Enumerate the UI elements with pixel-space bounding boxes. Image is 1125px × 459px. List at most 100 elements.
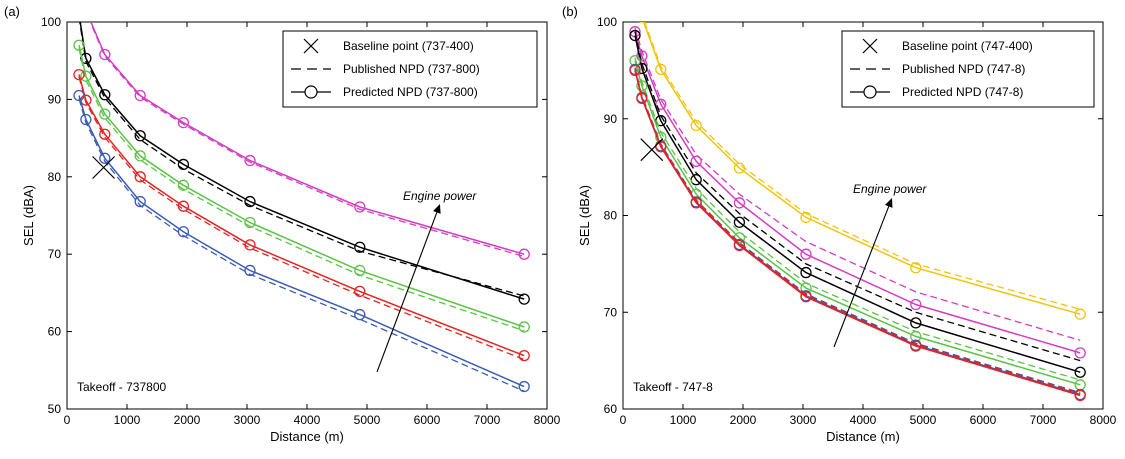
predicted-marker (636, 92, 648, 105)
predicted-marker (733, 162, 746, 174)
x-tick-label: 2000 (174, 413, 201, 427)
published-line-series-2 (79, 22, 525, 297)
predicted-marker (177, 179, 190, 191)
predicted-marker (177, 116, 190, 129)
x-axis-label: Distance (m) (270, 429, 344, 444)
predicted-marker (73, 89, 85, 102)
x-tick-label: 7000 (474, 413, 501, 427)
legend: Baseline point (737-400) Published NPD (7… (282, 30, 538, 108)
predicted-marker (244, 154, 256, 167)
predicted-marker (910, 262, 922, 274)
y-tick-label: 60 (604, 402, 618, 416)
predicted-marker (910, 298, 922, 311)
predicted-marker (800, 266, 812, 279)
predicted-marker (910, 317, 922, 329)
predicted-marker (354, 201, 366, 213)
x-tick-label: 7000 (1030, 413, 1057, 427)
predicted-marker (690, 155, 702, 167)
predicted-marker (177, 158, 190, 171)
predicted-marker (636, 80, 648, 92)
predicted-line-series-4 (634, 60, 1081, 386)
engine-power-annotation: Engine power (853, 182, 927, 196)
baseline-point-marker (92, 156, 116, 179)
predicted-line-series-5 (78, 95, 525, 388)
predicted-marker (629, 64, 641, 77)
panel-label: (a) (4, 4, 20, 19)
predicted-marker (354, 308, 366, 321)
published-line-series-4 (78, 76, 525, 361)
predicted-marker (99, 89, 111, 101)
y-axis-label: SEL (dBA) (577, 185, 592, 246)
predicted-line-series-1 (90, 22, 525, 255)
predicted-line-series-1 (642, 22, 1081, 315)
y-tick-label: 80 (48, 170, 62, 184)
chart-panel-2: (b) 0 1000 2000 3000 4000 5000 6000 7000 8000 60 70… (562, 4, 1117, 444)
predicted-marker (629, 29, 641, 42)
predicted-marker (733, 216, 746, 228)
engine-power-annotation: Engine power (403, 189, 477, 203)
legend-label: Baseline point (737-400) (343, 39, 474, 53)
x-tick-label: 0 (64, 413, 71, 427)
predicted-marker (690, 197, 702, 209)
x-axis-label: Distance (m) (826, 429, 900, 444)
predicted-marker (244, 239, 256, 251)
predicted-marker (99, 128, 111, 140)
legend-x-marker (303, 38, 319, 54)
x-tick-label: 1000 (670, 413, 697, 427)
data-layer (73, 22, 530, 393)
predicted-marker (354, 285, 366, 298)
predicted-marker (655, 141, 667, 153)
takeoff-label: Takeoff - 737800 (77, 380, 167, 394)
predicted-marker (244, 216, 256, 229)
predicted-marker (134, 171, 146, 183)
predicted-marker (800, 291, 812, 303)
x-tick-label: 8000 (534, 413, 561, 427)
legend-label: Published NPD (747-8) (902, 62, 1025, 76)
legend-label: Baseline point (747-400) (902, 39, 1033, 53)
x-tick-label: 6000 (414, 413, 441, 427)
predicted-line-series-4 (78, 74, 525, 357)
predicted-marker (1074, 366, 1086, 378)
x-tick-label: 3000 (790, 413, 817, 427)
y-tick-label: 80 (604, 209, 618, 223)
y-tick-label: 90 (604, 112, 618, 126)
published-line-series-1 (643, 22, 1081, 310)
x-tick-label: 1000 (114, 413, 141, 427)
legend-circle-marker (863, 85, 877, 99)
predicted-marker (134, 89, 146, 102)
predicted-marker (800, 248, 812, 260)
y-axis-label: SEL (dBA) (21, 185, 36, 246)
engine-power-arrowhead (885, 198, 893, 208)
y-tick-label: 70 (48, 247, 62, 261)
panel-label: (b) (562, 4, 578, 19)
predicted-marker (244, 264, 256, 277)
engine-power-arrow (376, 210, 439, 373)
legend: Baseline point (747-400) Published NPD (7… (841, 30, 1095, 108)
predicted-marker (134, 130, 146, 142)
legend-x-marker (862, 38, 878, 54)
predicted-marker (655, 98, 667, 110)
legend-label: Predicted NPD (737-800) (343, 85, 478, 99)
published-line-series-1 (89, 22, 525, 258)
legend-label: Published NPD (737-800) (343, 62, 480, 76)
y-tick-label: 90 (48, 92, 62, 106)
legend-circle-marker (304, 85, 318, 99)
y-tick-label: 60 (48, 325, 62, 339)
predicted-marker (910, 340, 922, 352)
x-tick-label: 5000 (354, 413, 381, 427)
predicted-line-series-6 (634, 70, 1081, 397)
takeoff-label: Takeoff - 747-8 (633, 380, 713, 394)
y-tick-label: 70 (604, 305, 618, 319)
predicted-marker (134, 150, 146, 162)
predicted-marker (1074, 347, 1086, 359)
published-line-series-3 (78, 48, 525, 332)
predicted-marker (177, 226, 190, 238)
predicted-marker (244, 195, 256, 208)
predicted-marker (690, 119, 702, 132)
published-line-series-5 (634, 67, 1081, 394)
predicted-marker (733, 197, 746, 209)
y-tick-label: 100 (41, 15, 61, 29)
engine-power-arrow (833, 204, 890, 348)
predicted-marker (99, 48, 111, 61)
